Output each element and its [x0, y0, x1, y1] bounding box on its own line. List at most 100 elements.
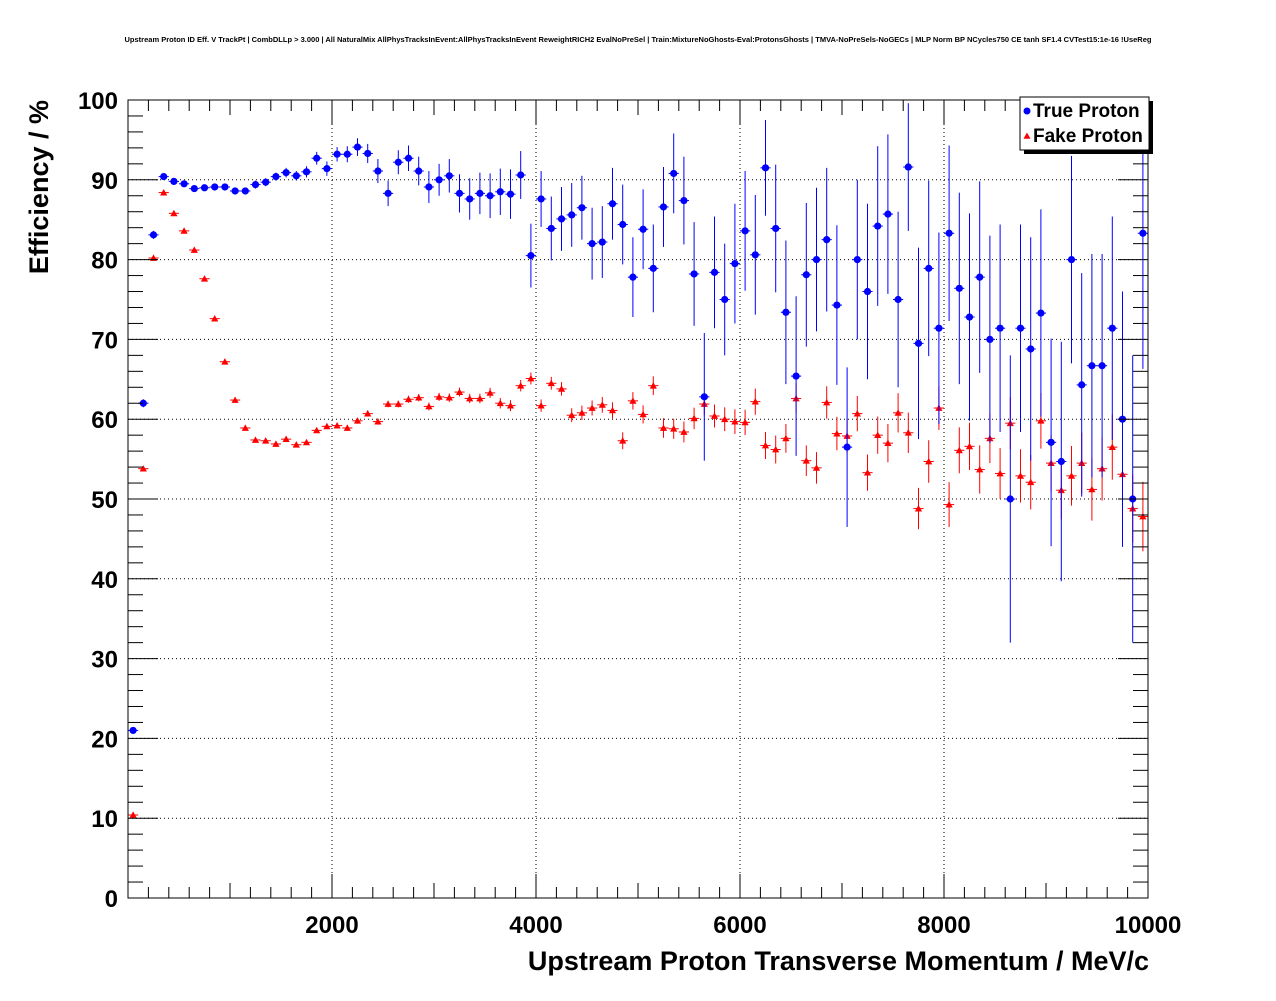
- true-proton-marker: [863, 287, 872, 296]
- fake-proton-marker: [302, 438, 311, 446]
- fake-proton-point: [485, 387, 496, 398]
- fake-proton-marker: [323, 422, 331, 430]
- chart-title: Upstream Proton ID Eff. V TrackPt | Comb…: [125, 35, 1152, 44]
- true-proton-marker: [415, 167, 423, 175]
- true-proton-point: [168, 177, 179, 185]
- fake-proton-marker: [996, 469, 1004, 477]
- true-proton-marker: [721, 295, 729, 304]
- fake-proton-marker: [527, 374, 535, 382]
- true-proton-marker: [639, 225, 647, 233]
- fake-proton-point: [638, 405, 649, 424]
- true-proton-marker: [568, 211, 576, 219]
- true-proton-marker: [149, 231, 158, 239]
- fake-proton-marker: [680, 428, 688, 435]
- true-proton-marker: [649, 264, 657, 272]
- fake-proton-point: [1015, 449, 1026, 503]
- fake-proton-marker: [292, 441, 300, 448]
- true-proton-point: [658, 167, 669, 247]
- fake-proton-marker: [751, 398, 759, 405]
- true-proton-point: [444, 159, 455, 193]
- true-proton-point: [791, 296, 802, 456]
- true-proton-point: [342, 146, 353, 163]
- true-proton-point: [1097, 254, 1108, 478]
- true-proton-marker: [690, 270, 698, 278]
- fake-proton-point: [923, 440, 934, 483]
- true-proton-marker: [843, 443, 851, 451]
- true-proton-point: [831, 225, 842, 385]
- true-proton-marker: [812, 256, 821, 264]
- true-proton-marker: [955, 284, 963, 292]
- fake-proton-point: [821, 386, 832, 419]
- true-proton-marker: [404, 154, 413, 162]
- fake-proton-marker: [466, 394, 474, 402]
- true-proton-point: [240, 187, 251, 195]
- true-proton-point: [760, 119, 771, 216]
- true-proton-point: [1046, 338, 1057, 547]
- fake-proton-point: [882, 424, 893, 463]
- true-proton-marker: [976, 273, 984, 281]
- fake-proton-marker: [1108, 443, 1116, 451]
- true-proton-point: [495, 168, 506, 215]
- true-proton-marker: [302, 168, 311, 176]
- true-proton-point: [1076, 273, 1087, 497]
- y-tick-label: 60: [91, 407, 118, 434]
- fake-proton-point: [158, 188, 169, 196]
- fake-proton-point: [505, 400, 516, 412]
- true-proton-marker: [1067, 256, 1076, 264]
- true-proton-marker: [221, 183, 229, 191]
- true-proton-marker: [251, 180, 260, 189]
- fake-proton-marker: [802, 457, 810, 464]
- true-proton-marker: [802, 271, 810, 279]
- true-proton-point: [780, 240, 791, 385]
- true-proton-point: [1025, 237, 1036, 461]
- fake-proton-marker: [884, 439, 892, 447]
- true-proton-marker: [374, 167, 382, 175]
- true-proton-point: [913, 247, 924, 440]
- fake-proton-marker: [649, 382, 657, 389]
- fake-proton-marker: [1016, 472, 1025, 479]
- fake-proton-marker: [710, 412, 719, 419]
- legend: True Proton Fake Proton: [1019, 96, 1153, 154]
- fake-proton-point: [740, 409, 751, 436]
- true-proton-point: [617, 184, 628, 265]
- fake-proton-point: [311, 426, 322, 434]
- true-proton-marker: [343, 150, 351, 158]
- x-tick-label: 6000: [713, 912, 766, 939]
- true-proton-point: [209, 183, 220, 191]
- true-proton-point: [678, 156, 689, 245]
- fake-proton-point: [811, 452, 822, 484]
- true-proton-point: [729, 203, 740, 324]
- fake-proton-point: [587, 400, 598, 416]
- true-proton-marker: [466, 195, 474, 203]
- fake-proton-point: [128, 811, 139, 818]
- true-proton-marker: [874, 222, 882, 230]
- fake-proton-point: [903, 412, 914, 453]
- fake-proton-marker: [731, 417, 739, 425]
- true-proton-point: [281, 167, 292, 178]
- fake-proton-marker: [251, 436, 260, 443]
- true-proton-point: [872, 146, 883, 306]
- fake-proton-point: [260, 437, 271, 444]
- fake-proton-point: [536, 399, 547, 412]
- fake-proton-point: [321, 422, 332, 430]
- true-proton-point: [189, 184, 200, 193]
- fake-proton-marker: [180, 227, 188, 234]
- true-proton-point: [852, 179, 863, 340]
- true-proton-marker: [904, 163, 912, 171]
- true-proton-marker: [965, 313, 974, 321]
- true-proton-point: [699, 333, 710, 461]
- true-proton-point: [821, 167, 832, 312]
- fake-proton-point: [434, 392, 445, 401]
- true-proton-point: [1086, 254, 1097, 478]
- fake-proton-marker: [853, 410, 861, 417]
- true-proton-point: [372, 159, 383, 183]
- fake-proton-marker: [568, 411, 576, 419]
- true-proton-marker: [731, 259, 739, 268]
- true-proton-marker: [190, 184, 198, 193]
- true-proton-marker: [659, 203, 668, 211]
- fake-proton-point: [617, 432, 628, 450]
- fake-proton-marker: [721, 415, 729, 423]
- true-proton-marker: [1078, 381, 1086, 389]
- true-proton-marker: [996, 324, 1004, 332]
